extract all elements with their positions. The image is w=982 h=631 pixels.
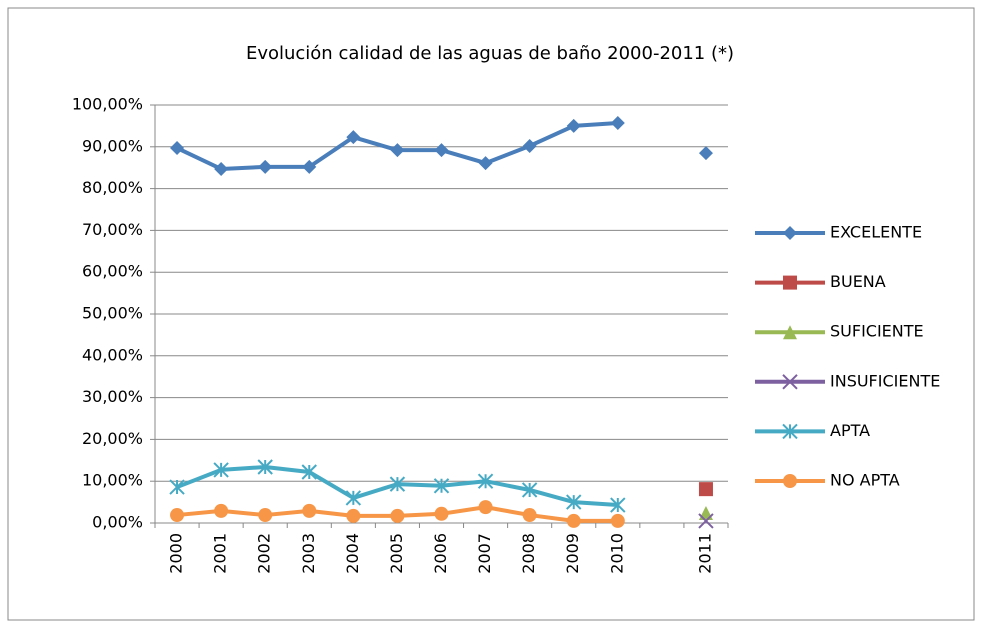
data-point [566,513,581,528]
x-tick-label: 2007 [475,533,494,574]
x-tick-label: 2008 [519,533,538,574]
y-tick-label: 80,00% [82,178,143,197]
data-point [478,156,493,171]
data-point [170,141,185,156]
legend-label: BUENA [830,272,886,291]
y-tick-label: 30,00% [82,387,143,406]
y-tick-label: 90,00% [82,136,143,155]
x-tick-label: 2003 [299,533,318,574]
data-point [302,159,317,174]
data-point [434,506,449,521]
data-point [522,508,537,523]
x-tick-label: 2001 [211,533,230,574]
data-point [566,494,582,510]
data-point [477,473,494,489]
data-point [522,138,537,153]
data-point [258,159,273,174]
data-point [390,143,405,158]
data-point [389,476,406,492]
legend-marker [782,423,798,440]
y-tick-label: 70,00% [82,220,143,239]
y-tick-label: 50,00% [82,304,143,323]
x-tick-label: 2011 [695,533,714,574]
data-point [345,490,362,506]
legend-label: INSUFICIENTE [830,371,940,390]
legend-marker [783,226,797,240]
data-point [390,508,405,523]
legend-label: SUFICIENTE [830,322,924,341]
data-point [698,513,714,529]
data-point [346,130,361,145]
x-tick-label: 2009 [563,533,582,574]
chart-title: Evolución calidad de las aguas de baño 2… [246,43,734,64]
x-tick-label: 2004 [343,533,362,574]
data-point [169,479,185,495]
data-point [214,503,229,518]
data-point [698,146,713,161]
data-point [610,497,626,513]
legend-label: EXCELENTE [830,223,922,242]
data-point [257,459,273,475]
y-tick-label: 40,00% [82,345,143,364]
legend-label: APTA [830,421,870,440]
y-tick-label: 0,00% [92,513,143,532]
data-point [213,462,229,478]
data-point [610,115,625,130]
data-point [433,478,450,494]
data-point [566,118,581,133]
x-tick-label: 2010 [607,533,626,574]
data-point [521,482,538,498]
data-point [434,143,449,158]
data-point [258,508,273,523]
legend-marker [782,374,798,390]
legend-marker [783,474,797,488]
data-point [610,513,625,528]
y-tick-label: 60,00% [82,262,143,281]
legend-marker [783,275,797,290]
data-point [478,500,493,515]
y-tick-label: 10,00% [82,471,143,490]
data-point [698,482,713,497]
data-point [170,508,185,523]
x-tick-label: 2000 [167,533,186,574]
y-tick-label: 20,00% [82,429,143,448]
data-point [214,161,229,176]
x-tick-label: 2005 [387,533,406,574]
data-point [301,464,317,480]
data-point [346,508,361,523]
x-tick-label: 2006 [431,533,450,574]
legend-label: NO APTA [830,471,900,490]
y-tick-label: 100,00% [72,95,143,114]
x-tick-label: 2002 [255,533,274,574]
legend-marker [783,325,797,340]
data-point [302,503,317,518]
